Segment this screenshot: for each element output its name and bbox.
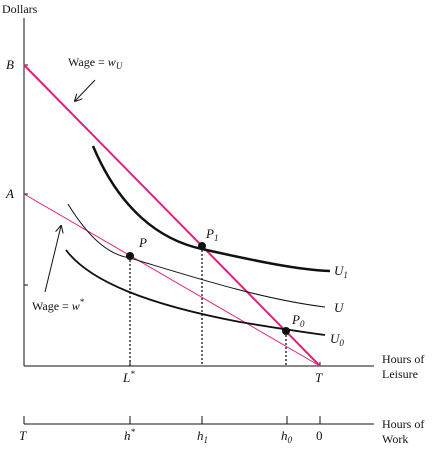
point-p0-marker bbox=[282, 327, 290, 335]
y-tick-label-b: B bbox=[6, 57, 14, 72]
x-tick-lstar-sup: * bbox=[130, 369, 135, 379]
work-tick-label-zero: 0 bbox=[316, 428, 323, 443]
y-tick-label-a: A bbox=[5, 186, 14, 201]
indifference-curve-u bbox=[67, 203, 326, 308]
curve-u-label: U bbox=[334, 300, 345, 315]
work-tick-label-h0: h0 bbox=[281, 428, 293, 445]
point-p1-marker bbox=[198, 242, 206, 250]
curve-u0-sub: 0 bbox=[339, 338, 344, 348]
wage-upper-arrow bbox=[75, 79, 96, 101]
y-axis-label: Dollars bbox=[2, 2, 38, 16]
curve-u0-base: U bbox=[330, 331, 341, 346]
wage-label-upper: Wage = wU bbox=[68, 55, 123, 71]
point-p0-label: P0 bbox=[291, 312, 305, 329]
curve-u1-base: U bbox=[334, 263, 345, 278]
point-p1-base: P bbox=[205, 226, 214, 241]
x-tick-label-t: T bbox=[315, 370, 323, 385]
work-tick-h0-base: h bbox=[281, 428, 288, 443]
work-tick-h0-sub: 0 bbox=[288, 435, 293, 445]
work-tick-h1-base: h bbox=[197, 428, 204, 443]
budget-line-upper bbox=[23, 64, 321, 367]
curve-u0-label: U0 bbox=[330, 331, 344, 348]
indifference-curve-u0 bbox=[65, 249, 326, 336]
x-tick-lstar-base: L bbox=[122, 370, 130, 385]
work-tick-hstar-sup: * bbox=[131, 427, 136, 437]
wage-label-lower: Wage = w* bbox=[32, 297, 85, 313]
wage-label-lower-sup: * bbox=[80, 297, 85, 307]
wage-lower-arrow bbox=[44, 226, 61, 293]
wage-label-upper-w: w bbox=[108, 55, 116, 69]
work-tick-h1-sub: 1 bbox=[204, 435, 209, 445]
budget-line-lower bbox=[23, 193, 321, 367]
point-p1-label: P1 bbox=[205, 226, 218, 243]
work-tick-label-t: T bbox=[19, 428, 27, 443]
point-p0-base: P bbox=[291, 312, 300, 327]
x-tick-label-lstar: L* bbox=[122, 369, 135, 385]
work-axis-label-line2: Work bbox=[382, 432, 408, 446]
point-p1-sub: 1 bbox=[214, 233, 219, 243]
wage-label-upper-sub: U bbox=[116, 61, 123, 71]
work-axis-label-line1: Hours of bbox=[382, 417, 424, 431]
curve-u1-sub: 1 bbox=[343, 270, 348, 280]
wage-label-upper-prefix: Wage = bbox=[68, 55, 108, 69]
x-axis-label-line2: Leisure bbox=[382, 367, 418, 381]
x-axis-label-line1: Hours of bbox=[382, 352, 424, 366]
wage-label-lower-w: w bbox=[72, 299, 80, 313]
point-p-marker bbox=[126, 252, 134, 260]
point-p0-sub: 0 bbox=[300, 319, 305, 329]
indifference-curve-u1 bbox=[91, 145, 331, 273]
work-tick-label-hstar: h* bbox=[124, 427, 136, 443]
work-tick-hstar-base: h bbox=[124, 428, 131, 443]
work-tick-label-h1: h1 bbox=[197, 428, 208, 445]
curve-u1-label: U1 bbox=[334, 263, 348, 280]
point-p-label: P bbox=[138, 235, 147, 250]
wage-label-lower-prefix: Wage = bbox=[32, 299, 72, 313]
